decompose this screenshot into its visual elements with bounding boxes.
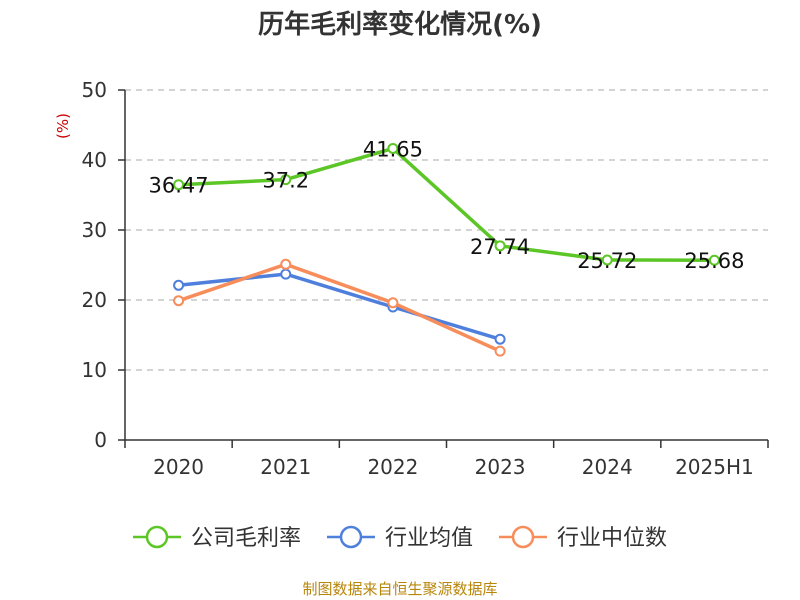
data-point xyxy=(280,258,292,270)
legend-marker xyxy=(145,525,169,549)
legend: 公司毛利率 行业均值 行业中位数 xyxy=(133,525,667,551)
data-point xyxy=(494,333,506,345)
series-group xyxy=(173,142,720,357)
data-label: 37.2 xyxy=(262,169,309,193)
source-note: 制图数据来自恒生聚源数据库 xyxy=(302,580,497,598)
x-tick-label: 2021 xyxy=(260,455,311,479)
data-label: 25.72 xyxy=(577,249,637,273)
data-labels: 36.47 37.2 41.65 27.74 25.72 25.68 xyxy=(149,137,745,273)
data-point xyxy=(387,142,399,154)
legend-item: 公司毛利率 xyxy=(133,525,301,551)
data-point xyxy=(173,179,185,191)
data-point xyxy=(173,295,185,307)
x-tick-label: 2025H1 xyxy=(675,455,754,479)
data-point xyxy=(708,254,720,266)
data-point xyxy=(173,279,185,291)
y-tick-label: 40 xyxy=(82,148,107,172)
gridlines xyxy=(125,89,768,371)
data-point xyxy=(387,297,399,309)
y-tick-label: 30 xyxy=(82,218,107,242)
data-label: 25.68 xyxy=(684,249,744,273)
data-point xyxy=(601,254,613,266)
series-line-0 xyxy=(178,146,715,262)
x-tick-label: 2022 xyxy=(367,455,418,479)
data-point xyxy=(280,268,292,280)
y-tick-label: 10 xyxy=(82,358,107,382)
legend-label: 行业均值 xyxy=(385,526,473,551)
legend-label: 行业中位数 xyxy=(557,526,667,551)
data-point xyxy=(494,240,506,252)
y-tick-label: 50 xyxy=(82,78,107,102)
series-line-1 xyxy=(178,272,501,341)
data-label: 41.65 xyxy=(363,137,423,161)
chart-title: 历年毛利率变化情况(%) xyxy=(258,9,542,40)
data-label: 27.74 xyxy=(470,235,530,259)
y-axis-label: (%) xyxy=(54,113,72,139)
data-point xyxy=(494,345,506,357)
y-tick-label: 20 xyxy=(82,288,107,312)
legend-label: 公司毛利率 xyxy=(191,526,301,551)
data-label: 36.47 xyxy=(149,174,209,198)
y-tick-label: 0 xyxy=(94,428,107,452)
series-line-2 xyxy=(178,262,501,353)
legend-item: 行业均值 xyxy=(327,525,473,551)
legend-marker xyxy=(339,525,363,549)
x-tick-label: 2020 xyxy=(153,455,204,479)
x-tick-label: 2023 xyxy=(475,455,526,479)
data-point xyxy=(280,174,292,186)
legend-marker xyxy=(511,525,535,549)
x-tick-label: 2024 xyxy=(582,455,633,479)
legend-item: 行业中位数 xyxy=(499,525,667,551)
axes: 0 10 20 30 40 50 2020 2021 2022 2023 2024 2025H1 xyxy=(82,78,769,479)
